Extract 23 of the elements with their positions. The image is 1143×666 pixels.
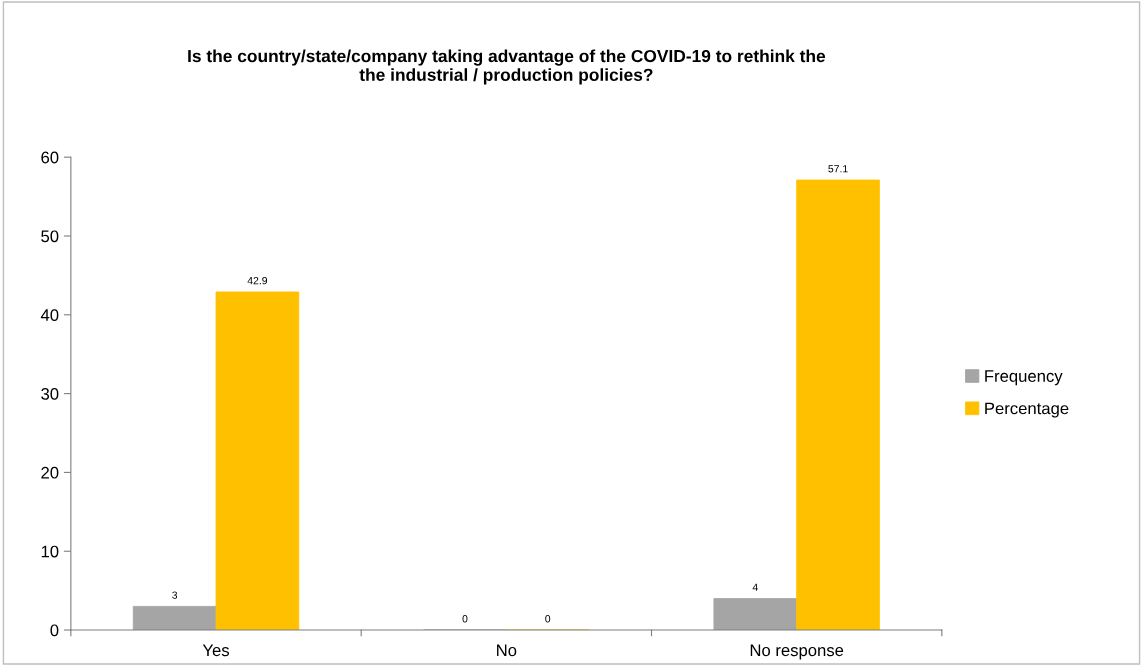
x-tick-label: No response (750, 644, 844, 660)
bar (713, 598, 798, 631)
y-tick-label: 0 (50, 624, 59, 637)
x-tick-label: No (497, 644, 517, 657)
y-tick-label: 30 (41, 388, 59, 400)
y-tick-label: 50 (41, 230, 59, 243)
bar (796, 179, 880, 631)
x-tick-label: Yes (202, 644, 230, 657)
y-tick-label: 40 (40, 309, 59, 321)
data-label: 0 (545, 615, 551, 623)
bar (215, 291, 300, 631)
data-label: 0 (462, 615, 468, 623)
legend-label: Frequency (985, 370, 1063, 386)
chart-title: Is the country/state/company taking advantage of the COVID-19 to rethink the the industrial / production policies? (188, 49, 826, 85)
data-label: 3 (172, 591, 178, 599)
data-label: 42.9 (247, 276, 268, 285)
y-tick-label: 60 (41, 151, 59, 164)
data-label: 4 (752, 583, 758, 591)
y-tick-label: 10 (41, 545, 59, 558)
y-tick-label: 20 (41, 466, 59, 479)
data-label: 57.1 (828, 165, 848, 173)
bar (132, 605, 217, 631)
legend-label: Percentage (985, 402, 1069, 418)
